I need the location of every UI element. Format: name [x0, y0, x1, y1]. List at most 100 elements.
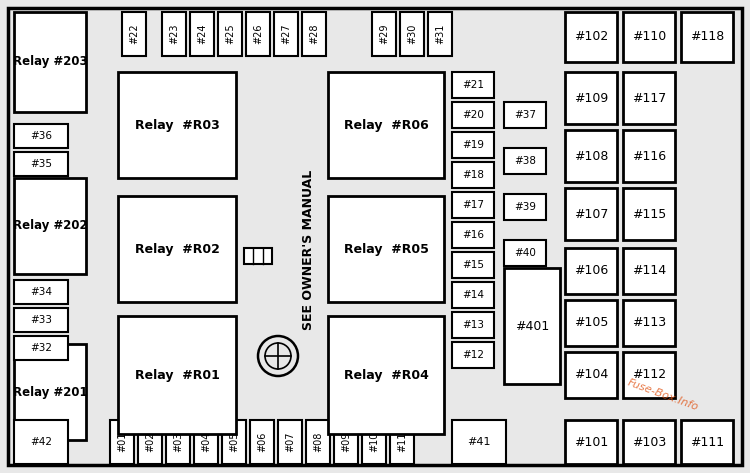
Bar: [302, 12, 326, 56]
Text: SEE OWNER'S MANUAL: SEE OWNER'S MANUAL: [302, 170, 314, 330]
Text: #02: #02: [145, 432, 155, 452]
Bar: [14, 152, 68, 176]
Bar: [504, 102, 546, 128]
Bar: [274, 12, 298, 56]
Text: #109: #109: [574, 91, 608, 105]
Bar: [452, 342, 494, 368]
Text: #06: #06: [257, 432, 267, 452]
Text: #25: #25: [225, 24, 235, 44]
Text: #19: #19: [462, 140, 484, 150]
Text: #09: #09: [341, 432, 351, 452]
Bar: [278, 420, 302, 464]
Text: #35: #35: [30, 159, 52, 169]
Bar: [565, 248, 617, 294]
Bar: [504, 148, 546, 174]
Text: #104: #104: [574, 368, 608, 382]
Text: #101: #101: [574, 436, 608, 448]
Text: #117: #117: [632, 91, 666, 105]
Text: #20: #20: [462, 110, 484, 120]
Bar: [623, 248, 675, 294]
Bar: [118, 72, 236, 178]
Bar: [452, 420, 506, 464]
Bar: [504, 240, 546, 266]
Bar: [565, 188, 617, 240]
Text: #102: #102: [574, 30, 608, 44]
Bar: [218, 12, 242, 56]
Text: #14: #14: [462, 290, 484, 300]
Text: #110: #110: [632, 30, 666, 44]
Text: #38: #38: [514, 156, 536, 166]
Bar: [14, 336, 68, 360]
Text: #17: #17: [462, 200, 484, 210]
Text: #36: #36: [30, 131, 52, 141]
Bar: [428, 12, 452, 56]
Bar: [623, 352, 675, 398]
Bar: [681, 420, 733, 464]
Bar: [390, 420, 414, 464]
Text: Relay #203: Relay #203: [13, 55, 87, 69]
Text: #31: #31: [435, 24, 445, 44]
Bar: [452, 132, 494, 158]
Bar: [14, 178, 86, 274]
Bar: [452, 192, 494, 218]
Bar: [362, 420, 386, 464]
Bar: [118, 196, 236, 302]
Text: #108: #108: [574, 149, 608, 163]
Text: #08: #08: [313, 432, 323, 452]
Text: #114: #114: [632, 264, 666, 278]
Bar: [565, 300, 617, 346]
Text: Relay  #R02: Relay #R02: [134, 243, 220, 255]
Bar: [14, 12, 86, 112]
Text: #33: #33: [30, 315, 52, 325]
Bar: [452, 252, 494, 278]
Text: #04: #04: [201, 432, 211, 452]
Text: #116: #116: [632, 149, 666, 163]
Bar: [372, 12, 396, 56]
Text: #106: #106: [574, 264, 608, 278]
Text: #41: #41: [467, 437, 490, 447]
Text: #11: #11: [397, 432, 407, 452]
Text: #22: #22: [129, 24, 139, 44]
Bar: [623, 130, 675, 182]
Text: #401: #401: [514, 319, 549, 333]
Bar: [334, 420, 358, 464]
Bar: [565, 420, 617, 464]
Text: #24: #24: [197, 24, 207, 44]
Bar: [14, 308, 68, 332]
Text: Fuse-Box.Info: Fuse-Box.Info: [626, 377, 700, 412]
Text: #21: #21: [462, 80, 484, 90]
Bar: [452, 102, 494, 128]
Text: #23: #23: [169, 24, 179, 44]
Text: #13: #13: [462, 320, 484, 330]
Bar: [623, 72, 675, 124]
Text: #16: #16: [462, 230, 484, 240]
Bar: [166, 420, 190, 464]
Text: #01: #01: [117, 432, 127, 452]
Text: #37: #37: [514, 110, 536, 120]
Bar: [328, 316, 444, 434]
Bar: [623, 188, 675, 240]
Bar: [14, 420, 68, 464]
Text: #03: #03: [173, 432, 183, 452]
Bar: [14, 280, 68, 304]
Text: Relay #201: Relay #201: [13, 385, 87, 398]
Bar: [565, 72, 617, 124]
Bar: [122, 12, 146, 56]
Text: #34: #34: [30, 287, 52, 297]
Bar: [306, 420, 330, 464]
Bar: [246, 12, 270, 56]
Bar: [452, 72, 494, 98]
Bar: [452, 222, 494, 248]
Bar: [504, 268, 560, 384]
Text: Relay  #R05: Relay #R05: [344, 243, 428, 255]
Text: #05: #05: [229, 432, 239, 452]
Bar: [565, 130, 617, 182]
Text: #29: #29: [379, 24, 389, 44]
Text: #12: #12: [462, 350, 484, 360]
Text: #118: #118: [690, 30, 724, 44]
Text: #28: #28: [309, 24, 319, 44]
Text: #26: #26: [253, 24, 263, 44]
Text: #15: #15: [462, 260, 484, 270]
Text: #07: #07: [285, 432, 295, 452]
Bar: [194, 420, 218, 464]
